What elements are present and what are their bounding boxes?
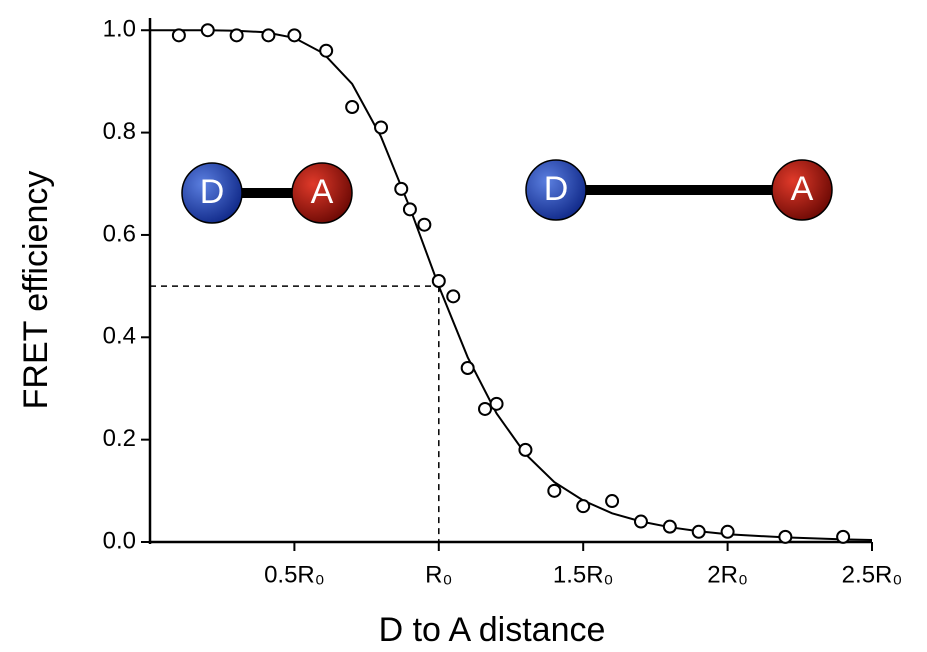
x-tick-label: 0.5R₀: [264, 561, 325, 588]
data-point: [778, 529, 793, 544]
data-point: [518, 442, 533, 457]
data-point: [605, 494, 620, 509]
data-point: [229, 28, 244, 43]
data-point: [319, 43, 334, 58]
data-point: [460, 361, 475, 375]
data-point: [691, 524, 706, 539]
y-tick-label: 0.0: [103, 527, 136, 554]
data-point: [633, 514, 648, 529]
data-point: [489, 396, 504, 411]
y-tick-label: 0.6: [103, 220, 136, 247]
data-point: [345, 100, 360, 114]
data-point: [547, 483, 562, 498]
acceptor-label: A: [311, 173, 334, 211]
y-tick-label: 0.4: [103, 323, 136, 350]
donor-label: D: [544, 170, 569, 208]
x-tick-label: R₀: [425, 561, 452, 588]
y-tick-label: 0.8: [103, 118, 136, 145]
data-point: [287, 28, 302, 43]
donor-label: D: [200, 173, 225, 211]
x-tick-label: 2R₀: [707, 561, 748, 588]
data-point: [576, 499, 591, 514]
acceptor-label: A: [791, 170, 814, 208]
y-axis-title: FRET efficiency: [17, 171, 55, 410]
x-tick-label: 2.5R₀: [842, 561, 903, 588]
data-point: [261, 28, 276, 43]
data-point: [478, 401, 493, 416]
data-point: [836, 529, 851, 544]
data-point: [171, 28, 186, 43]
fit-line: [150, 29, 873, 541]
data-point: [402, 202, 417, 217]
data-point: [431, 274, 446, 288]
data-point: [417, 217, 432, 232]
x-axis-title: D to A distance: [379, 611, 606, 649]
y-tick-label: 1.0: [103, 16, 136, 43]
molecule-long: D A: [525, 159, 833, 221]
data-point: [720, 524, 735, 539]
data-point: [394, 181, 409, 196]
data-point: [374, 120, 389, 135]
x-tick-label: 1.5R₀: [553, 561, 614, 588]
data-point: [662, 519, 677, 534]
y-tick-label: 0.2: [103, 425, 136, 452]
data-point: [200, 23, 215, 38]
data-point: [446, 289, 461, 304]
molecule-short: D A: [181, 162, 353, 224]
